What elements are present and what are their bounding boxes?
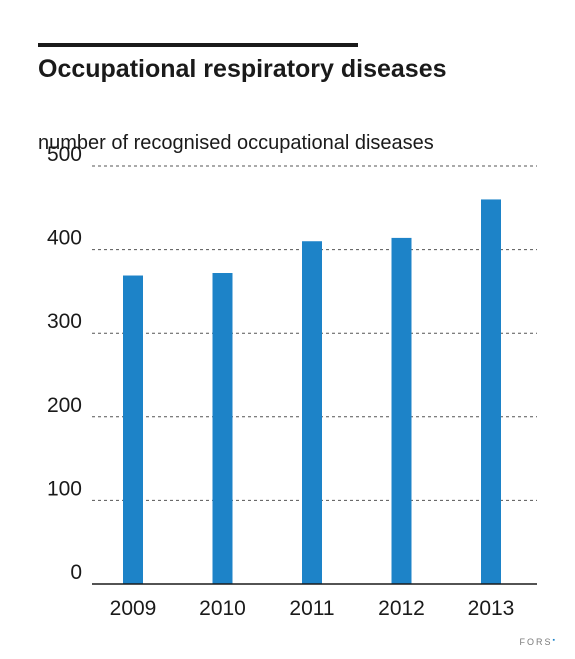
x-tick-2010: 2010 bbox=[199, 597, 246, 620]
y-axis-label: number of recognised occupational diseas… bbox=[38, 132, 434, 154]
y-tick-0: 0 bbox=[70, 561, 82, 584]
bars bbox=[123, 199, 501, 585]
bar-2011 bbox=[302, 241, 322, 585]
x-tick-labels: 2009 2010 2011 2012 2013 bbox=[110, 597, 515, 620]
x-tick-2009: 2009 bbox=[110, 597, 157, 620]
bar-2012 bbox=[391, 237, 412, 584]
y-tick-100: 100 bbox=[47, 477, 82, 500]
source-label: FORS bbox=[519, 637, 553, 647]
source-mark: ▪ bbox=[552, 637, 557, 644]
y-tick-500: 500 bbox=[47, 143, 82, 166]
bar-2010 bbox=[212, 273, 233, 584]
chart-title: Occupational respiratory diseases bbox=[38, 55, 447, 83]
x-tick-2011: 2011 bbox=[289, 597, 334, 620]
y-tick-300: 300 bbox=[47, 310, 82, 333]
bar-2009 bbox=[123, 275, 143, 584]
y-tick-200: 200 bbox=[47, 394, 82, 417]
source-credit: FORS▪ bbox=[520, 637, 558, 647]
x-tick-2013: 2013 bbox=[468, 597, 515, 620]
bar-2013 bbox=[481, 199, 501, 584]
y-tick-labels: 0 100 200 300 400 500 bbox=[47, 143, 82, 584]
x-tick-2012: 2012 bbox=[378, 597, 425, 620]
title-rule bbox=[38, 43, 358, 47]
y-tick-400: 400 bbox=[47, 227, 82, 250]
